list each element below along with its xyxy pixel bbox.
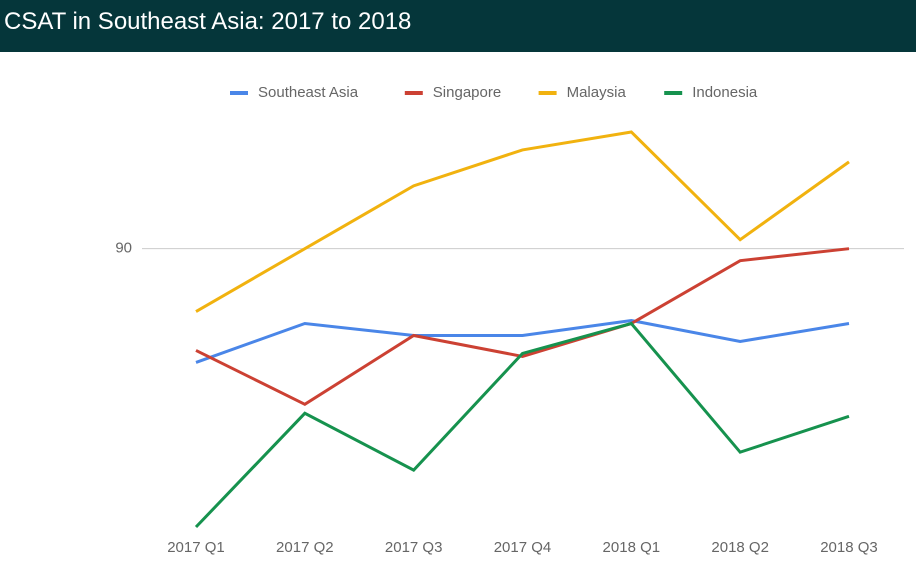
series-line bbox=[195, 247, 850, 407]
series-line bbox=[195, 130, 850, 313]
series-line bbox=[195, 318, 850, 364]
title-banner: CSAT in Southeast Asia: 2017 to 2018 bbox=[0, 0, 916, 52]
legend-label: Indonesia bbox=[692, 84, 758, 101]
legend-label: Malaysia bbox=[567, 84, 627, 101]
legend-label: Southeast Asia bbox=[258, 84, 359, 101]
x-tick-label: 2018 Q3 bbox=[820, 539, 878, 556]
x-tick-label: 2017 Q2 bbox=[276, 539, 334, 556]
chart-title: CSAT in Southeast Asia: 2017 to 2018 bbox=[4, 8, 412, 35]
x-tick-label: 2017 Q1 bbox=[167, 539, 225, 556]
x-tick-label: 2018 Q1 bbox=[603, 539, 661, 556]
x-tick-label: 2018 Q2 bbox=[711, 539, 769, 556]
x-tick-label: 2017 Q4 bbox=[494, 539, 552, 556]
legend-label: Singapore bbox=[433, 84, 501, 101]
series-line bbox=[194, 321, 850, 529]
x-tick-label: 2017 Q3 bbox=[385, 539, 443, 556]
y-tick-label: 90 bbox=[115, 240, 132, 257]
